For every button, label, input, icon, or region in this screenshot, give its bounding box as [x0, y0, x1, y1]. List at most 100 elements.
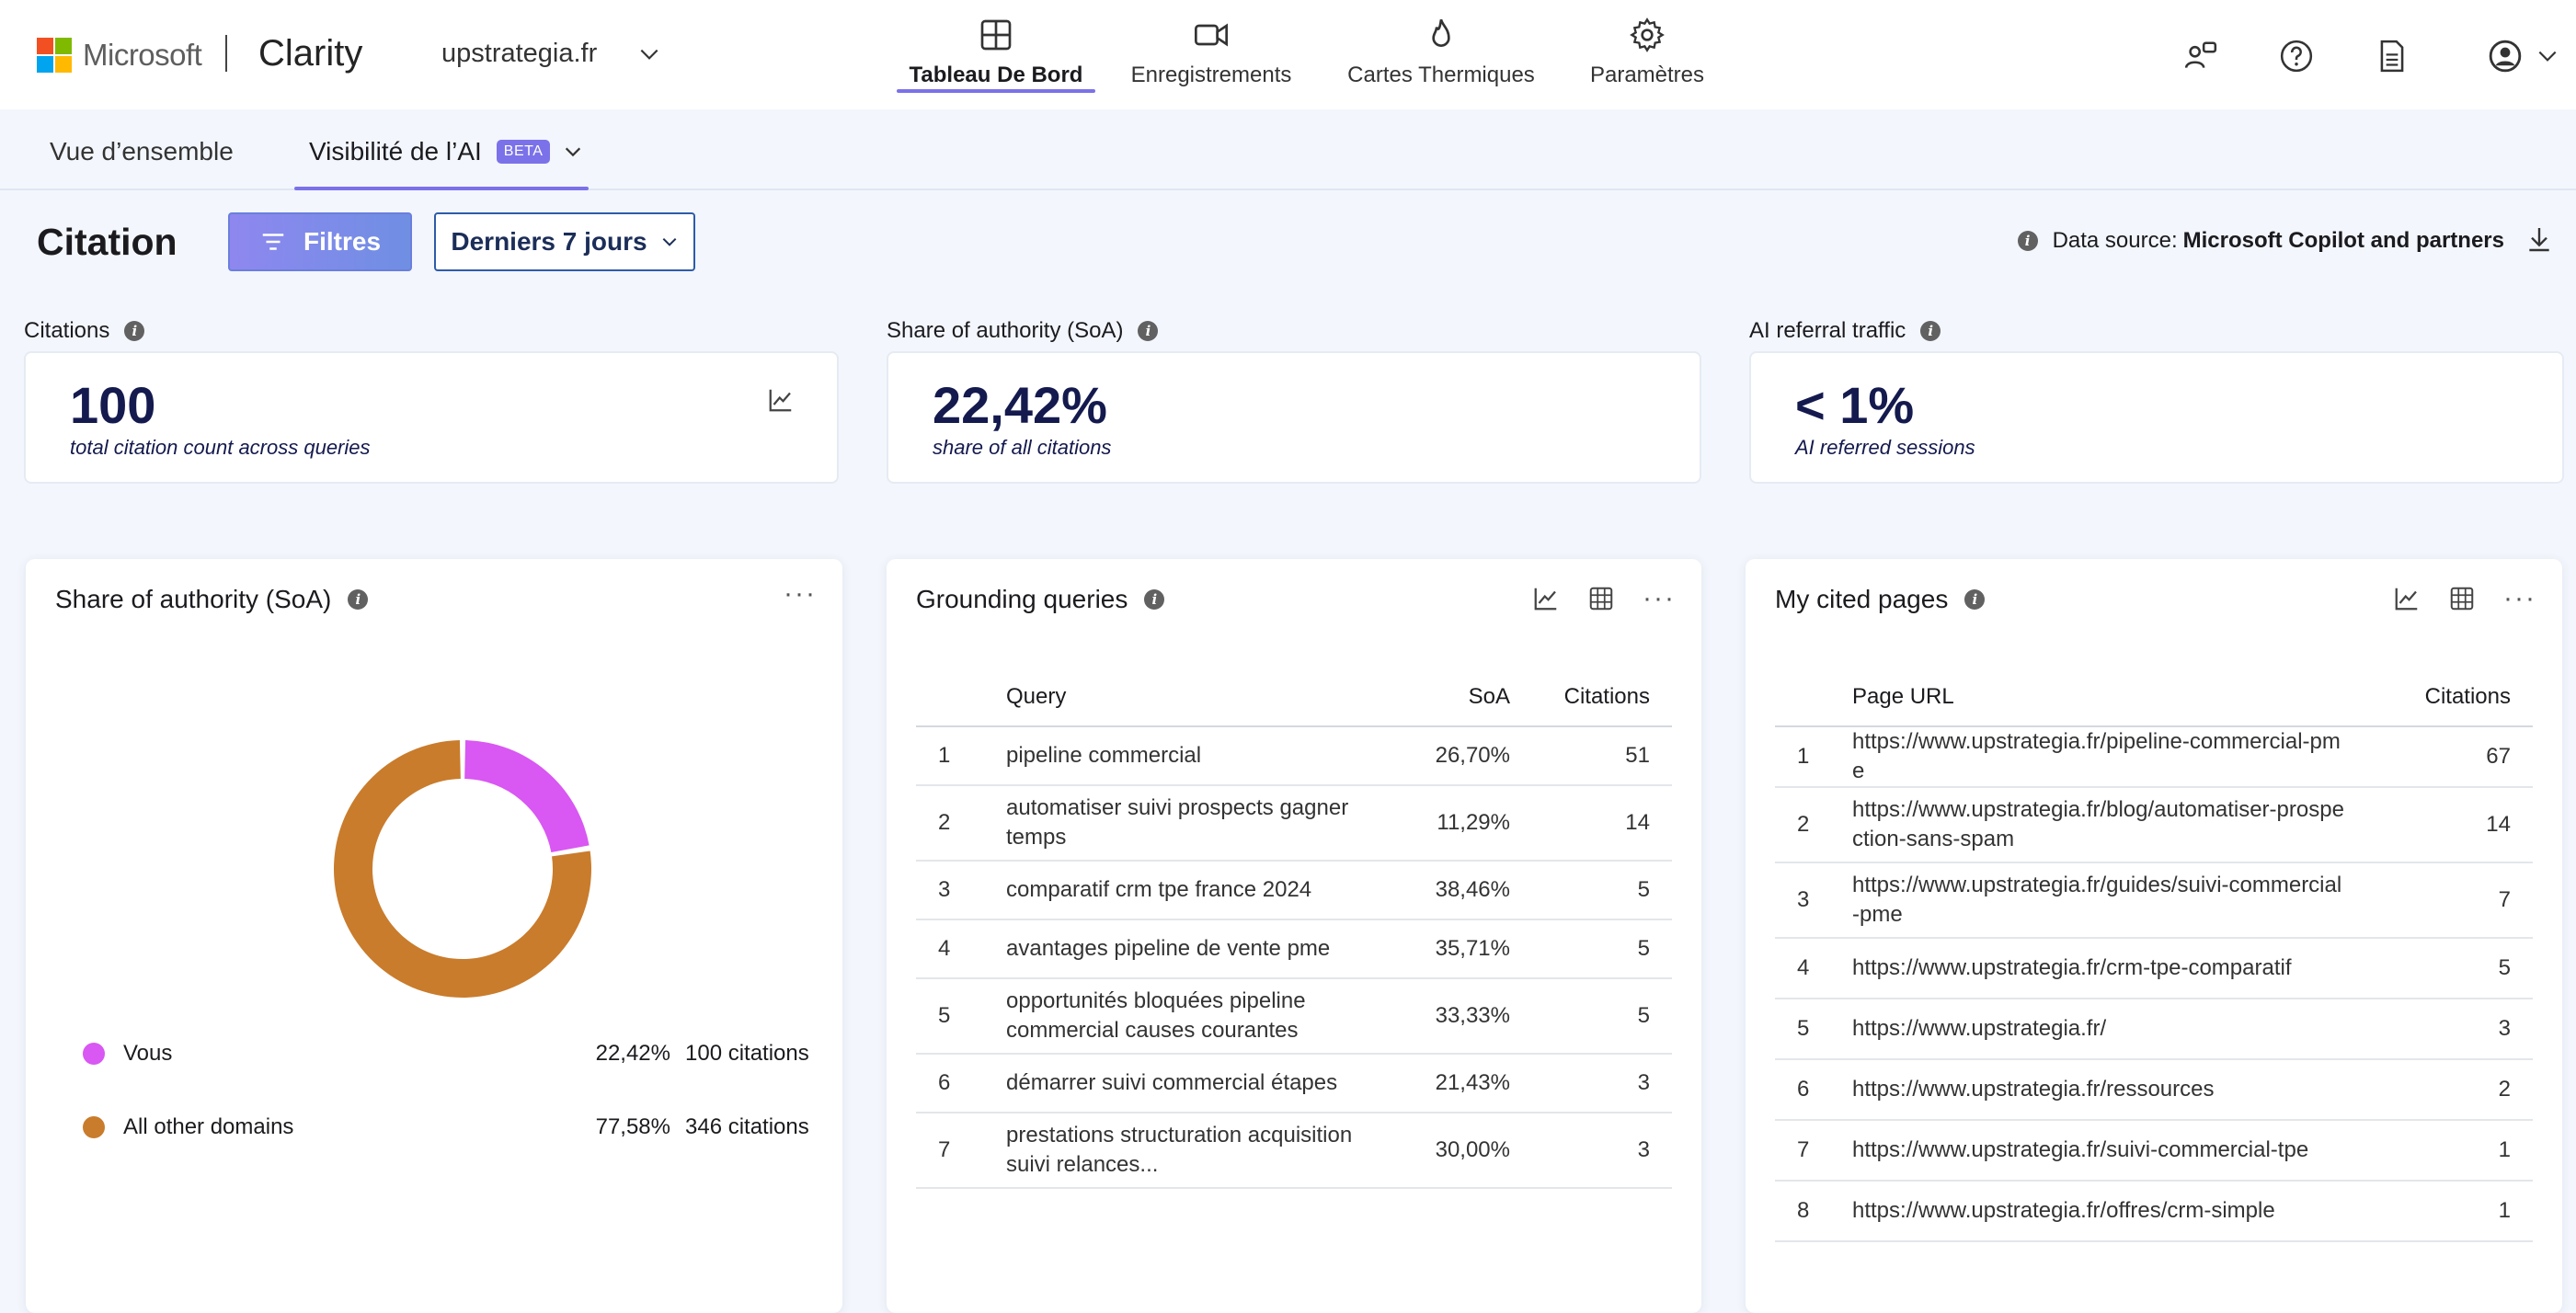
- nav-tableau-de-bord[interactable]: Tableau De Bord: [897, 0, 1095, 109]
- page-url-cell[interactable]: https://www.upstrategia.fr/: [1852, 999, 2386, 1060]
- legend-count: 100 citations: [685, 1041, 809, 1066]
- more-options-icon[interactable]: ···: [2503, 583, 2536, 613]
- citations-cell: 51: [1510, 726, 1672, 786]
- soa-cell: 35,71%: [1392, 919, 1510, 979]
- column-header-query[interactable]: Query: [1006, 668, 1392, 727]
- info-icon[interactable]: i: [2017, 231, 2038, 251]
- page-url-cell[interactable]: https://www.upstrategia.fr/suivi-commerc…: [1852, 1120, 2386, 1182]
- table-row[interactable]: 3 https://www.upstrategia.fr/guides/suivi…: [1775, 862, 2533, 939]
- table-row[interactable]: 5 opportunités bloquées pipeline commerci…: [916, 978, 1672, 1055]
- page-url-cell[interactable]: https://www.upstrategia.fr/crm-tpe-compa…: [1852, 938, 2386, 999]
- trend-chart-icon[interactable]: [767, 386, 795, 414]
- legend-count: 346 citations: [685, 1114, 809, 1139]
- donut-slice-others[interactable]: [334, 740, 592, 998]
- nav-cartes-thermiques[interactable]: Cartes Thermiques: [1327, 0, 1555, 109]
- date-range-dropdown[interactable]: Derniers 7 jours: [434, 212, 695, 271]
- soa-cell: 11,29%: [1392, 785, 1510, 862]
- microsoft-squares-icon: [37, 38, 72, 73]
- info-icon[interactable]: i: [1144, 589, 1165, 610]
- main-nav: Tableau De Bord Enregistrements Cartes T…: [897, 0, 1739, 109]
- top-header: Microsoft Clarity upstrategia.fr Tableau…: [0, 0, 2576, 109]
- table-row[interactable]: 4 avantages pipeline de vente pme 35,71% 5: [916, 919, 1672, 979]
- filters-button[interactable]: Filtres: [228, 212, 412, 271]
- info-icon[interactable]: i: [348, 589, 369, 610]
- table-row[interactable]: 2 automatiser suivi prospects gagner temp…: [916, 785, 1672, 862]
- table-header-row: Page URL Citations: [1775, 668, 2533, 727]
- page-url-cell[interactable]: https://www.upstrategia.fr/blog/automati…: [1852, 787, 2386, 863]
- table-row[interactable]: 1 https://www.upstrategia.fr/pipeline-com…: [1775, 726, 2533, 788]
- table-grid-icon[interactable]: [1587, 585, 1615, 612]
- table-row[interactable]: 7 prestations structuration acquisition s…: [916, 1113, 1672, 1189]
- citations-cell: 3: [2386, 999, 2533, 1060]
- table-row[interactable]: 8 https://www.upstrategia.fr/offres/crm-s…: [1775, 1181, 2533, 1242]
- page-url-cell[interactable]: https://www.upstrategia.fr/ressources: [1852, 1059, 2386, 1121]
- project-selector[interactable]: upstrategia.fr: [441, 39, 661, 69]
- kpi-value: < 1%: [1795, 376, 1915, 434]
- citations-cell: 5: [1510, 861, 1672, 920]
- page-url-cell[interactable]: https://www.upstrategia.fr/pipeline-comm…: [1852, 726, 2386, 788]
- citations-cell: 5: [2386, 938, 2533, 999]
- tab-vue-ensemble[interactable]: Vue d’ensemble: [50, 137, 234, 166]
- clarity-brand[interactable]: Clarity: [258, 33, 363, 74]
- sub-tabs: Vue d’ensemble Visibilité de l’AI BETA: [0, 109, 2576, 190]
- filters-label: Filtres: [303, 227, 382, 256]
- people-icon[interactable]: [2183, 39, 2218, 74]
- row-index: 8: [1775, 1181, 1852, 1242]
- column-header-page-url[interactable]: Page URL: [1852, 668, 2386, 727]
- nav-parametres[interactable]: Paramètres: [1555, 0, 1739, 109]
- account-icon[interactable]: [2488, 39, 2523, 74]
- tab-visibilite-ai[interactable]: Visibilité de l’AI BETA: [309, 137, 583, 166]
- soa-cell: 21,43%: [1392, 1054, 1510, 1113]
- info-icon[interactable]: i: [1138, 321, 1159, 341]
- legend-row-vous: Vous 22,42% 100 citations: [83, 1041, 819, 1067]
- tab-label: Vue d’ensemble: [50, 137, 234, 166]
- legend-row-others: All other domains 77,58% 346 citations: [83, 1114, 819, 1140]
- kpi-card-soa: 22,42% share of all citations: [887, 351, 1701, 484]
- citations-cell: 67: [2386, 726, 2533, 788]
- row-index: 1: [916, 726, 1006, 786]
- more-options-icon[interactable]: ···: [1643, 583, 1676, 613]
- info-icon[interactable]: i: [124, 321, 145, 341]
- trend-chart-icon[interactable]: [1532, 585, 1560, 612]
- panel-title: Share of authority (SoA) i: [55, 585, 369, 614]
- date-range-label: Derniers 7 jours: [451, 227, 647, 256]
- table-row[interactable]: 6 https://www.upstrategia.fr/ressources 2: [1775, 1059, 2533, 1121]
- trend-chart-icon[interactable]: [2393, 585, 2421, 612]
- download-icon[interactable]: [2524, 224, 2554, 254]
- table-row[interactable]: 1 pipeline commercial 26,70% 51: [916, 726, 1672, 786]
- chevron-down-icon[interactable]: [563, 142, 583, 162]
- microsoft-logo[interactable]: Microsoft: [37, 38, 202, 73]
- table-row[interactable]: 5 https://www.upstrategia.fr/3: [1775, 999, 2533, 1060]
- page-url-cell[interactable]: https://www.upstrategia.fr/guides/suivi-…: [1852, 862, 2386, 939]
- table-row[interactable]: 2 https://www.upstrategia.fr/blog/automat…: [1775, 787, 2533, 863]
- more-options-icon[interactable]: ···: [784, 578, 817, 609]
- column-header-index: [1775, 668, 1852, 727]
- table-row[interactable]: 4 https://www.upstrategia.fr/crm-tpe-comp…: [1775, 938, 2533, 999]
- column-header-soa[interactable]: SoA: [1392, 668, 1510, 727]
- page-title: Citation: [37, 221, 177, 263]
- info-icon[interactable]: i: [1920, 321, 1941, 341]
- help-icon[interactable]: [2279, 39, 2314, 74]
- panel-tools: ···: [2365, 585, 2536, 612]
- table-grid-icon[interactable]: [2448, 585, 2476, 612]
- document-icon[interactable]: [2375, 39, 2410, 74]
- column-header-citations[interactable]: Citations: [1510, 668, 1672, 727]
- kpi-subtitle: AI referred sessions: [1795, 436, 1975, 459]
- table-row[interactable]: 3 comparatif crm tpe france 2024 38,46% 5: [916, 861, 1672, 920]
- citations-cell: 5: [1510, 919, 1672, 979]
- table-row[interactable]: 6 démarrer suivi commercial étapes 21,43% 3: [916, 1054, 1672, 1113]
- table-row[interactable]: 7 https://www.upstrategia.fr/suivi-commer…: [1775, 1120, 2533, 1182]
- page-url-cell[interactable]: https://www.upstrategia.fr/offres/crm-si…: [1852, 1181, 2386, 1242]
- nav-label: Enregistrements: [1130, 63, 1292, 87]
- kpi-value: 22,42%: [933, 376, 1107, 434]
- donut-slice-vous[interactable]: [464, 740, 590, 853]
- nav-label: Cartes Thermiques: [1347, 63, 1535, 87]
- project-name: upstrategia.fr: [441, 39, 598, 68]
- legend-swatch: [83, 1043, 105, 1065]
- nav-enregistrements[interactable]: Enregistrements: [1095, 0, 1327, 109]
- chevron-down-icon[interactable]: [2536, 44, 2559, 68]
- citations-cell: 14: [1510, 785, 1672, 862]
- column-header-citations[interactable]: Citations: [2386, 668, 2533, 727]
- info-icon[interactable]: i: [1964, 589, 1986, 610]
- row-index: 6: [1775, 1059, 1852, 1121]
